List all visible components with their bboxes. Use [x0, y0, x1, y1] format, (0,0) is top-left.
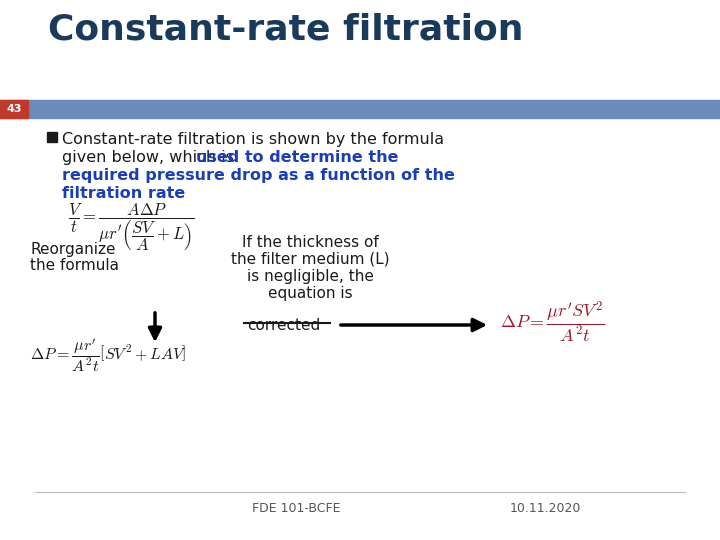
Bar: [0, 100, 28, 118]
Text: the formula: the formula: [30, 258, 119, 273]
Text: corrected: corrected: [248, 318, 320, 333]
Text: given below, which is: given below, which is: [62, 150, 239, 165]
Text: used to determine the: used to determine the: [196, 150, 398, 165]
Text: $\Delta P = \dfrac{\mu r' SV^2}{A^2t}$: $\Delta P = \dfrac{\mu r' SV^2}{A^2t}$: [500, 300, 605, 346]
Text: equation is: equation is: [268, 286, 352, 301]
Bar: [0, 100, 720, 118]
Text: $\dfrac{V}{t} = \dfrac{A\Delta P}{\mu r'\left(\dfrac{SV}{A} + L\right)}$: $\dfrac{V}{t} = \dfrac{A\Delta P}{\mu r'…: [68, 202, 194, 253]
Text: Constant-rate filtration: Constant-rate filtration: [48, 13, 523, 47]
Text: FDE 101-BCFE: FDE 101-BCFE: [252, 502, 341, 515]
Text: 43: 43: [6, 104, 22, 114]
Text: filtration rate: filtration rate: [62, 186, 185, 201]
Text: If the thickness of: If the thickness of: [242, 235, 379, 250]
Bar: [47, 132, 57, 142]
Text: the filter medium (L): the filter medium (L): [230, 252, 390, 267]
Text: is negligible, the: is negligible, the: [246, 269, 374, 284]
Text: 10.11.2020: 10.11.2020: [510, 502, 581, 515]
Text: Constant-rate filtration is shown by the formula: Constant-rate filtration is shown by the…: [62, 132, 444, 147]
Text: required pressure drop as a function of the: required pressure drop as a function of …: [62, 168, 455, 183]
Text: $\Delta P = \dfrac{\mu r'}{A^2t}\left[SV^2 + LAV\right]$: $\Delta P = \dfrac{\mu r'}{A^2t}\left[SV…: [30, 335, 186, 374]
Text: Reorganize: Reorganize: [30, 242, 115, 257]
